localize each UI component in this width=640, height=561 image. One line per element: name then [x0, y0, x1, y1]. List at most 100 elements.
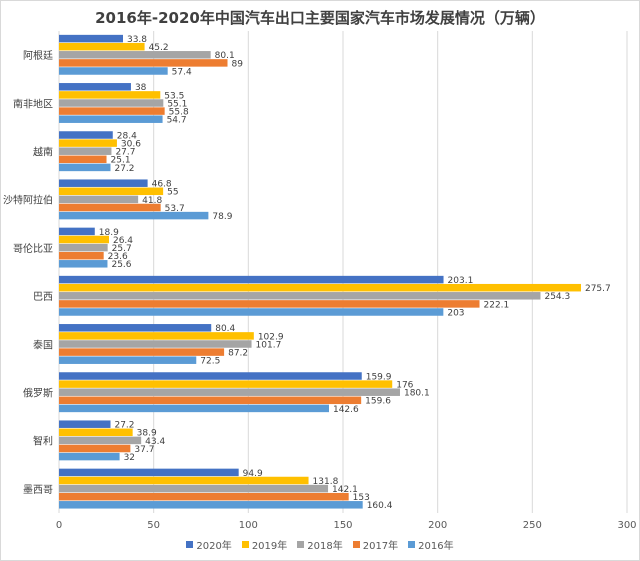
bar — [59, 179, 148, 187]
category-label: 哥伦比亚 — [13, 242, 53, 255]
data-label: 53.7 — [165, 204, 185, 214]
bar — [59, 468, 239, 477]
category-label: 墨西哥 — [23, 484, 53, 496]
bar — [59, 67, 168, 75]
bar — [59, 115, 163, 123]
bar — [59, 501, 363, 509]
data-label: 131.8 — [313, 477, 339, 487]
x-tick-label: 150 — [333, 520, 352, 531]
bar — [59, 324, 212, 332]
data-label: 101.7 — [256, 340, 282, 350]
bar — [59, 380, 393, 388]
category-label: 沙特阿拉伯 — [3, 194, 53, 207]
data-label: 160.4 — [367, 501, 393, 511]
bar — [59, 340, 252, 348]
data-label: 153 — [353, 493, 370, 503]
bar — [59, 203, 161, 212]
bar — [59, 476, 309, 485]
legend-item: 2016年 — [408, 537, 454, 552]
category-label: 泰国 — [33, 338, 53, 351]
bar — [59, 452, 120, 461]
legend-label: 2016年 — [418, 541, 454, 552]
x-tick-label: 0 — [56, 520, 62, 531]
bar — [59, 139, 117, 147]
chart-legend: 2020年 2019年 2018年 2017年 2016年 — [0, 537, 640, 552]
bar — [59, 308, 444, 316]
data-label: 54.7 — [167, 116, 187, 126]
data-label: 203 — [447, 308, 464, 318]
bar — [59, 83, 131, 91]
bar — [59, 436, 142, 445]
bar — [59, 59, 228, 67]
data-label: 32 — [124, 453, 135, 463]
data-label: 28.4 — [117, 131, 137, 141]
bar — [59, 155, 107, 164]
bar — [59, 283, 581, 292]
bar — [59, 484, 329, 493]
data-label: 55.1 — [167, 99, 187, 109]
legend-label: 2019年 — [251, 541, 288, 552]
legend-swatch — [186, 541, 194, 548]
category-label: 俄罗斯 — [23, 387, 53, 400]
bar — [59, 348, 225, 356]
data-label: 46.8 — [152, 180, 172, 190]
bar — [59, 372, 362, 380]
data-label: 25.7 — [112, 244, 132, 254]
bar — [59, 187, 164, 196]
bar — [59, 131, 113, 139]
data-label: 27.2 — [114, 164, 134, 174]
bar — [59, 99, 164, 107]
bar — [59, 444, 131, 453]
data-label: 25.1 — [111, 156, 131, 166]
legend-label: 2017年 — [362, 541, 399, 552]
data-label: 37.7 — [134, 445, 154, 455]
data-label: 159.9 — [366, 372, 392, 382]
bar — [59, 34, 123, 43]
data-label: 53.5 — [164, 91, 184, 101]
data-label: 38 — [135, 83, 147, 93]
data-label: 80.4 — [215, 324, 235, 334]
legend-label: 2018年 — [307, 541, 343, 552]
legend-swatch — [352, 541, 360, 548]
data-label: 176 — [396, 380, 413, 390]
data-label: 222.1 — [484, 300, 510, 310]
bar — [59, 396, 362, 405]
bar — [59, 147, 112, 155]
data-label: 26.4 — [113, 236, 133, 246]
data-label: 87.2 — [228, 348, 248, 358]
data-label: 43.4 — [145, 437, 165, 447]
category-label: 智利 — [33, 435, 53, 448]
x-tick-label: 100 — [239, 520, 258, 531]
bar — [59, 235, 109, 244]
legend-item: 2020年 — [186, 537, 232, 552]
legend-item: 2017年 — [352, 537, 399, 552]
data-label: 25.6 — [111, 260, 131, 270]
data-label: 80.1 — [215, 51, 235, 61]
bar — [59, 251, 104, 260]
bar — [59, 227, 95, 236]
data-label: 78.9 — [212, 212, 232, 222]
legend-item: 2018年 — [297, 537, 343, 552]
data-label: 30.6 — [121, 139, 141, 149]
data-label: 142.6 — [333, 405, 359, 415]
category-label: 南非地区 — [13, 97, 53, 110]
data-label: 94.9 — [243, 469, 263, 479]
data-label: 180.1 — [404, 389, 430, 399]
category-label: 阿根廷 — [23, 49, 53, 62]
data-label: 45.2 — [149, 43, 169, 53]
data-label: 142.1 — [332, 485, 358, 495]
bar — [59, 91, 161, 99]
legend-swatch — [241, 541, 249, 548]
bar — [59, 428, 133, 437]
bar — [59, 420, 111, 428]
bar — [59, 163, 111, 172]
data-label: 33.8 — [127, 35, 147, 45]
data-label: 23.6 — [108, 252, 128, 262]
data-label: 27.2 — [114, 421, 134, 431]
legend-swatch — [297, 541, 305, 548]
data-label: 203.1 — [448, 276, 474, 286]
x-tick-label: 300 — [617, 520, 636, 531]
bar — [59, 195, 139, 204]
data-label: 27.7 — [115, 148, 135, 158]
